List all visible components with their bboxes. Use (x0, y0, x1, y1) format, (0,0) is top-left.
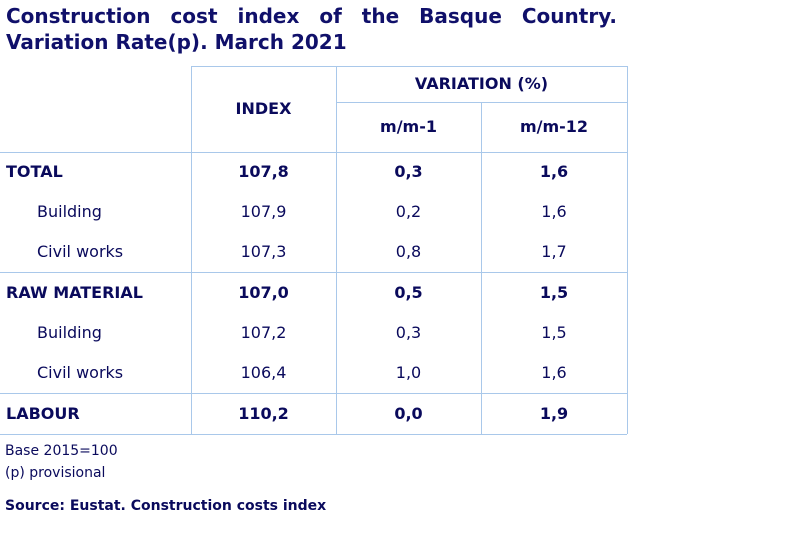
mm1-value: 0,0 (394, 404, 423, 423)
index-value: 107,2 (240, 323, 287, 342)
index-value: 107,3 (240, 242, 287, 261)
mm1-value: 0,3 (394, 162, 423, 181)
mm12-value: 1,9 (539, 404, 569, 423)
index-value: 107,9 (240, 202, 287, 221)
row-label: Civil works (37, 242, 124, 261)
mm12-value: 1,5 (539, 283, 569, 302)
title-line: Variation Rate(p). March 2021 (6, 30, 347, 54)
row-label: RAW MATERIAL (6, 283, 143, 302)
rule (0, 393, 627, 394)
note: (p) provisional (5, 465, 106, 481)
row-label: Building (37, 323, 102, 342)
mm1-value: 0,8 (395, 242, 422, 261)
note: Base 2015=100 (5, 443, 118, 459)
source: Source: Eustat. Construction costs index (5, 498, 327, 514)
mm12-value: 1,6 (541, 202, 567, 221)
mm12-value: 1,6 (541, 363, 567, 382)
rule (627, 66, 628, 434)
header-mm1: m/m-1 (380, 117, 437, 136)
rule (191, 66, 627, 67)
title-line: Construction cost index of the Basque Co… (6, 4, 617, 28)
row-label: TOTAL (6, 162, 63, 181)
mm1-value: 0,2 (395, 202, 422, 221)
mm12-value: 1,6 (539, 162, 569, 181)
rule (0, 152, 627, 153)
row-label: LABOUR (6, 404, 80, 423)
index-value: 107,8 (238, 162, 289, 181)
index-value: 107,0 (238, 283, 289, 302)
mm1-value: 0,5 (394, 283, 423, 302)
rule (191, 66, 192, 434)
row-label: Civil works (37, 363, 124, 382)
mm12-value: 1,5 (541, 323, 567, 342)
mm1-value: 1,0 (395, 363, 422, 382)
mm1-value: 0,3 (395, 323, 422, 342)
rule (481, 102, 482, 434)
index-value: 110,2 (238, 404, 289, 423)
rule (336, 66, 337, 434)
header-variation: VARIATION (%) (414, 74, 549, 93)
mm12-value: 1,7 (541, 242, 567, 261)
index-value: 106,4 (240, 363, 287, 382)
row-label: Building (37, 202, 102, 221)
header-index: INDEX (235, 99, 292, 118)
header-mm12: m/m-12 (519, 117, 589, 136)
rule (0, 434, 627, 435)
rule (0, 272, 627, 273)
